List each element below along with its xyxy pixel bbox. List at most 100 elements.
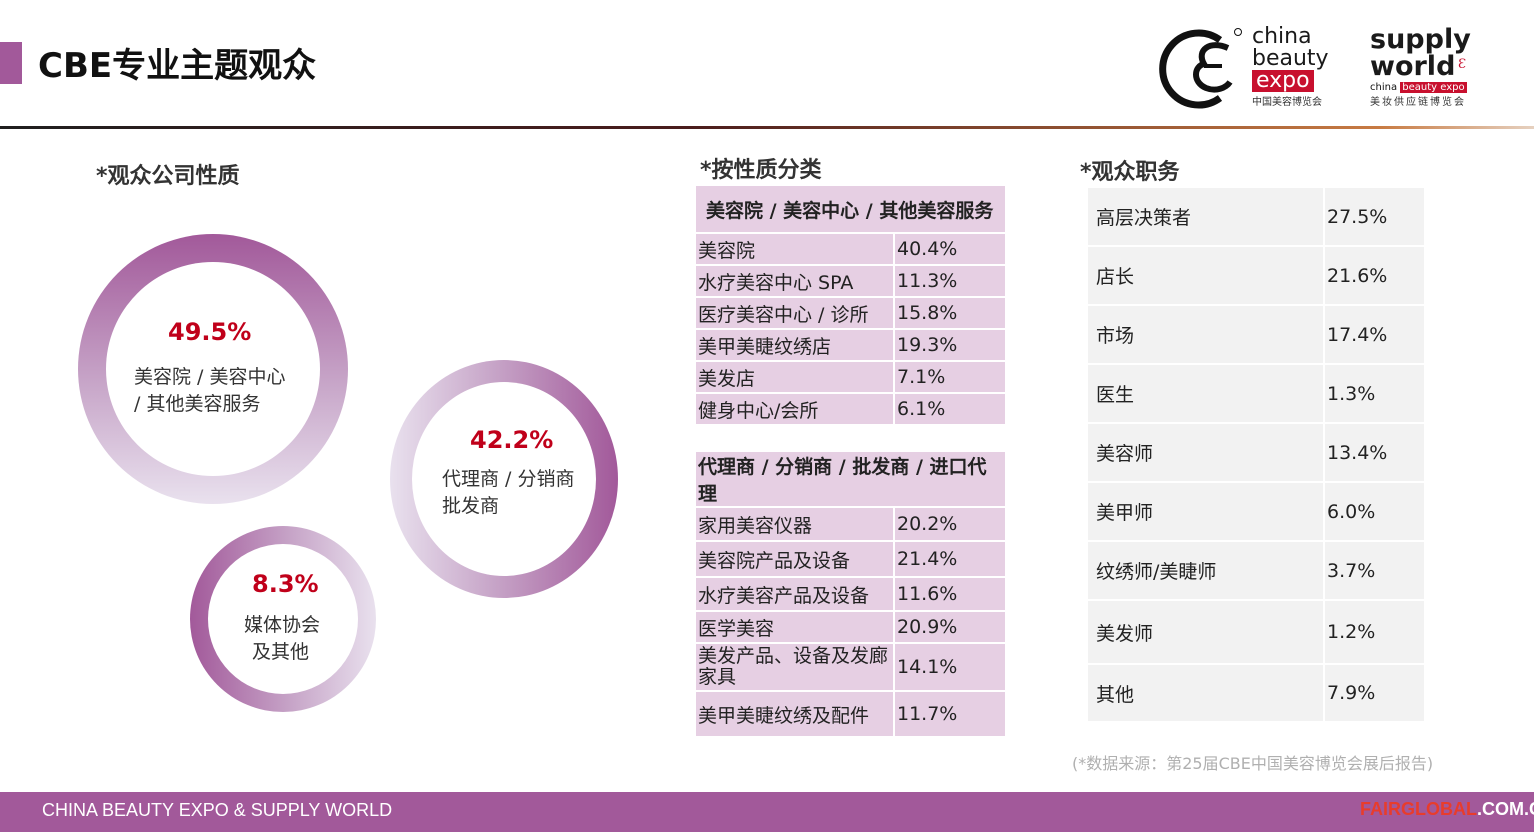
footer-bar: [0, 792, 1534, 832]
logo-text-cn: 中国美容博览会: [1252, 97, 1322, 108]
logo-text-supply-cn: 美妆供应链博览会: [1370, 97, 1466, 108]
table-cell-name: 纹绣师/美睫师: [1086, 540, 1325, 601]
table-cell-value: 6.0%: [1323, 481, 1426, 542]
table-cell-value: 14.1%: [893, 642, 1007, 692]
table-cell-value: 21.4%: [893, 540, 1007, 578]
logo-text-world: world: [1370, 51, 1456, 82]
table-cell-value: 19.3%: [893, 328, 1007, 362]
table-row: 美甲师 6.0%: [1086, 481, 1426, 542]
small-ce-icon: Ɛ: [1458, 57, 1467, 72]
logo-text-supply: supply: [1370, 24, 1471, 55]
table-cell-name: 医疗美容中心 / 诊所: [694, 296, 895, 330]
table-cell-name: 高层决策者: [1086, 186, 1325, 247]
logo-text-beauty: beauty: [1252, 46, 1329, 71]
page-title: CBE专业主题观众: [38, 46, 317, 86]
table-cell-value: 11.6%: [893, 576, 1007, 612]
table-row: 医学美容 20.9%: [694, 610, 1007, 644]
table-cell-name: 美容院: [694, 232, 895, 266]
table-cell-value: 20.9%: [893, 610, 1007, 644]
table-cell-value: 1.2%: [1323, 599, 1426, 665]
table-header-row: 代理商 / 分销商 / 批发商 / 进口代理: [694, 450, 1007, 508]
table-cell-value: 20.2%: [893, 506, 1007, 542]
circle-percent: 42.2%: [470, 426, 554, 454]
table-cell-name: 水疗美容中心 SPA: [694, 264, 895, 298]
table-cell-value: 27.5%: [1323, 186, 1426, 247]
table-row: 水疗美容中心 SPA 11.3%: [694, 264, 1007, 298]
table-row: 市场 17.4%: [1086, 304, 1426, 365]
circle-label-line2: / 其他美容服务: [134, 393, 261, 415]
table-cell-value: 3.7%: [1323, 540, 1426, 601]
table-header: 代理商 / 分销商 / 批发商 / 进口代理: [694, 450, 1007, 508]
table-row: 其他 7.9%: [1086, 663, 1426, 723]
table-row: 医疗美容中心 / 诊所 15.8%: [694, 296, 1007, 330]
table-row: 纹绣师/美睫师 3.7%: [1086, 540, 1426, 601]
job-titles-table: 高层决策者 27.5% 店长 21.6% 市场 17.4% 医生 1.3% 美容…: [1086, 186, 1426, 723]
table-header: 美容院 / 美容中心 / 其他美容服务: [694, 184, 1007, 234]
circle-label-line2: 批发商: [442, 495, 500, 517]
circle-media-associations: 8.3% 媒体协会 及其他: [190, 526, 376, 712]
table-cell-value: 7.1%: [893, 360, 1007, 394]
circle-percent: 49.5%: [168, 318, 252, 346]
circle-label-line1: 美容院 / 美容中心: [134, 366, 286, 388]
logo-text-beauty-expo-small: beauty expo: [1400, 82, 1467, 93]
company-nature-heading: *观众公司性质: [96, 164, 240, 189]
header-divider: [0, 126, 1534, 129]
job-titles-heading: *观众职务: [1080, 160, 1180, 185]
circle-percent: 8.3%: [252, 570, 319, 598]
table-row: 健身中心/会所 6.1%: [694, 392, 1007, 426]
table-row: 店长 21.6%: [1086, 245, 1426, 306]
table-row: 家用美容仪器 20.2%: [694, 506, 1007, 542]
logo-text-expo: expo: [1252, 70, 1314, 92]
distributor-table: 代理商 / 分销商 / 批发商 / 进口代理 家用美容仪器 20.2% 美容院产…: [694, 450, 1007, 738]
circle-label-line1: 代理商 / 分销商: [442, 468, 575, 490]
table-cell-value: 21.6%: [1323, 245, 1426, 306]
table-row: 医生 1.3%: [1086, 363, 1426, 424]
table-cell-name: 美发师: [1086, 599, 1325, 665]
table-cell-name: 店长: [1086, 245, 1325, 306]
china-beauty-expo-logo: china beauty expo 中国美容博览会: [1158, 26, 1348, 112]
by-type-heading: *按性质分类: [700, 158, 822, 183]
table-cell-name: 市场: [1086, 304, 1325, 365]
table-cell-name: 美甲美睫纹绣及配件: [694, 690, 895, 738]
table-row: 美容师 13.4%: [1086, 422, 1426, 483]
table-cell-name: 美发产品、设备及发廊家具: [694, 642, 895, 692]
table-row: 美容院 40.4%: [694, 232, 1007, 266]
table-cell-name: 美容师: [1086, 422, 1325, 483]
table-cell-value: 17.4%: [1323, 304, 1426, 365]
table-cell-name: 医学美容: [694, 610, 895, 644]
logo-text-china: china: [1252, 24, 1312, 49]
footer-website-link[interactable]: FAIRGLOBAL.COM.CN: [1360, 799, 1534, 820]
supply-world-logo: supply world Ɛ china beauty expo 美妆供应链博览…: [1370, 26, 1480, 112]
table-cell-name: 美容院产品及设备: [694, 540, 895, 578]
table-row: 高层决策者 27.5%: [1086, 186, 1426, 247]
title-accent-bar: [0, 42, 22, 84]
table-cell-name: 美甲美睫纹绣店: [694, 328, 895, 362]
table-header-row: 美容院 / 美容中心 / 其他美容服务: [694, 184, 1007, 234]
table-cell-value: 13.4%: [1323, 422, 1426, 483]
table-cell-name: 医生: [1086, 363, 1325, 424]
footer-website-domain: .COM.CN: [1477, 799, 1534, 819]
circle-label-line2: 及其他: [252, 641, 310, 663]
table-row: 美甲美睫纹绣及配件 11.7%: [694, 690, 1007, 738]
table-row: 美发产品、设备及发廊家具 14.1%: [694, 642, 1007, 692]
table-cell-name: 水疗美容产品及设备: [694, 576, 895, 612]
table-cell-value: 15.8%: [893, 296, 1007, 330]
table-row: 美甲美睫纹绣店 19.3%: [694, 328, 1007, 362]
table-cell-name: 美发店: [694, 360, 895, 394]
table-cell-value: 1.3%: [1323, 363, 1426, 424]
footer-brand-text: CHINA BEAUTY EXPO & SUPPLY WORLD: [42, 800, 393, 820]
table-row: 美发师 1.2%: [1086, 599, 1426, 665]
circle-label-line1: 媒体协会: [244, 614, 321, 636]
table-cell-name: 美甲师: [1086, 481, 1325, 542]
table-cell-value: 11.7%: [893, 690, 1007, 738]
beauty-service-table: 美容院 / 美容中心 / 其他美容服务 美容院 40.4% 水疗美容中心 SPA…: [694, 184, 1007, 426]
ce-monogram-icon: [1159, 28, 1242, 109]
footer-website-red: FAIRGLOBAL: [1360, 799, 1477, 819]
logo-text-china-small: china: [1370, 82, 1398, 93]
table-row: 水疗美容产品及设备 11.6%: [694, 576, 1007, 612]
circle-beauty-salons: 49.5% 美容院 / 美容中心 / 其他美容服务: [78, 234, 348, 504]
table-cell-value: 6.1%: [893, 392, 1007, 426]
table-row: 美容院产品及设备 21.4%: [694, 540, 1007, 578]
table-cell-name: 其他: [1086, 663, 1325, 723]
table-cell-name: 家用美容仪器: [694, 506, 895, 542]
